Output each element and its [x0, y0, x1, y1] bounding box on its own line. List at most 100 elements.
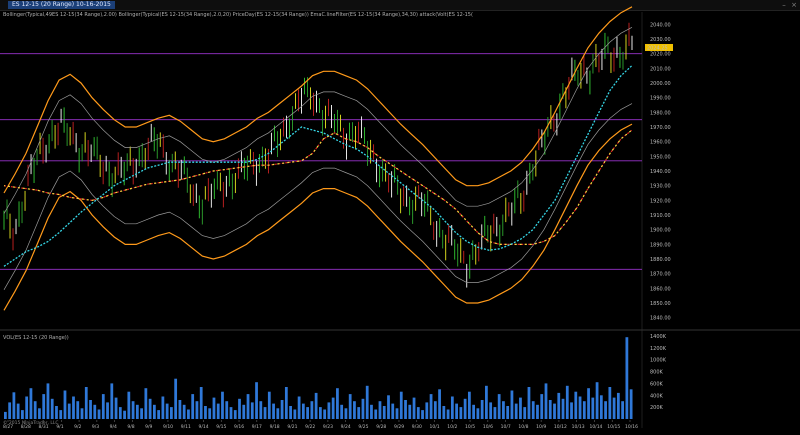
- price-tick-label: 2010.00: [650, 66, 671, 72]
- price-grid: [0, 12, 800, 428]
- time-tick-label: 9/17: [252, 424, 262, 430]
- time-tick-label: 9/29: [394, 424, 404, 430]
- volume-bar: [365, 385, 369, 419]
- volume-bar: [523, 407, 527, 419]
- time-tick-label: 9/4: [110, 424, 117, 430]
- time-tick-label: 10/14: [589, 424, 602, 430]
- volume-bar: [429, 394, 433, 419]
- volume-bar: [250, 402, 254, 419]
- volume-panel-label: VOL(ES 12-15 (20 Range)): [3, 335, 69, 341]
- volume-bar: [263, 407, 267, 419]
- volume-bar: [476, 408, 480, 419]
- current-price-marker: [645, 43, 673, 51]
- volume-bar: [327, 402, 331, 419]
- volume-bar: [612, 397, 616, 419]
- upper-inner-band: [3, 26, 633, 214]
- red-dotted-ma: [3, 129, 633, 245]
- volume-bar: [114, 397, 118, 419]
- time-tick-label: 10/7: [501, 424, 511, 430]
- volume-bar: [319, 407, 322, 419]
- time-tick-label: 9/21: [287, 424, 297, 430]
- volume-bar: [50, 398, 54, 419]
- price-tick-label: 1930.00: [650, 184, 671, 190]
- time-tick-label: 9/24: [341, 424, 351, 430]
- volume-bar: [455, 403, 458, 419]
- volume-bar: [195, 401, 199, 419]
- time-tick-label: 9/23: [323, 424, 333, 430]
- volume-bar: [267, 391, 271, 419]
- volume-bar: [144, 388, 148, 419]
- volume-bar: [301, 403, 305, 419]
- volume-bar: [604, 401, 607, 419]
- volume-bar: [485, 385, 488, 419]
- time-tick-label: 9/25: [358, 424, 368, 430]
- volume-bar: [229, 407, 233, 419]
- current-price-label: 2024.25: [647, 45, 668, 51]
- volume-bar: [348, 394, 352, 419]
- volume-bar: [574, 391, 578, 419]
- volume-bar: [540, 394, 544, 419]
- window-title[interactable]: ES 12-15 (20 Range) 10-16-2015: [8, 1, 115, 9]
- volume-tick-label: 400K: [650, 393, 664, 399]
- volume-bar: [157, 410, 161, 419]
- volume-bar: [293, 409, 297, 419]
- time-tick-label: 10/9: [536, 424, 546, 430]
- volume-bar: [46, 383, 50, 419]
- volume-bar: [595, 382, 599, 419]
- minimize-icon[interactable]: –: [782, 1, 786, 9]
- volume-bar: [72, 396, 75, 419]
- close-icon[interactable]: ×: [791, 1, 797, 9]
- volume-bar: [565, 385, 569, 419]
- cyan-dotted-ma: [3, 65, 633, 267]
- volume-axis: 1400K 1200K 1000K 800K 600K 400K 200K: [650, 334, 667, 411]
- time-axis: 8/27 8/28 8/31 9/1 9/2 9/3 9/4 9/8 9/9 9/10 9/11 9/…: [3, 420, 638, 430]
- price-tick-label: 1880.00: [650, 257, 671, 263]
- time-tick-label: 9/16: [234, 424, 244, 430]
- volume-bar: [591, 397, 595, 419]
- volume-bar: [170, 407, 173, 419]
- volume-bar: [459, 407, 463, 419]
- price-tick-label: 1920.00: [650, 198, 671, 204]
- volume-bar: [80, 408, 84, 419]
- upper-outer-band: [3, 6, 633, 194]
- volume-bar: [497, 394, 501, 419]
- time-tick-label: 10/12: [554, 424, 567, 430]
- time-tick-label: 8/31: [39, 424, 49, 430]
- volume-bar: [425, 402, 429, 419]
- volume-bar: [361, 398, 365, 419]
- volume-bar: [387, 395, 390, 419]
- volume-bar: [412, 397, 416, 419]
- horizontal-lines: [0, 53, 642, 270]
- volume-bar: [97, 409, 101, 419]
- volume-bar: [59, 410, 63, 419]
- volume-bar: [625, 337, 629, 419]
- volume-bar: [527, 387, 531, 419]
- price-tick-label: 2000.00: [650, 81, 671, 87]
- volume-bar: [12, 392, 16, 419]
- volume-bar: [297, 396, 301, 419]
- volume-bar: [127, 391, 131, 419]
- volume-bar: [314, 392, 318, 419]
- time-tick-label: 9/11: [181, 424, 191, 430]
- volume-bar: [382, 406, 386, 419]
- time-tick-label: 9/10: [163, 424, 173, 430]
- time-tick-label: 10/2: [447, 424, 457, 430]
- volume-bar: [553, 403, 556, 419]
- time-tick-label: 10/13: [572, 424, 585, 430]
- volume-tick-label: 200K: [650, 405, 664, 411]
- volume-bar: [331, 397, 335, 419]
- volume-bar: [502, 401, 505, 419]
- volume-bar: [191, 394, 195, 419]
- volume-bar: [118, 407, 122, 419]
- time-tick-label: 8/27: [3, 424, 13, 430]
- price-tick-label: 1870.00: [650, 272, 671, 278]
- volume-bar: [135, 404, 139, 419]
- price-tick-label: 1970.00: [650, 125, 671, 131]
- volume-bar: [391, 403, 395, 419]
- volume-bar: [536, 404, 539, 419]
- volume-bar: [204, 406, 207, 419]
- volume-bar: [621, 401, 624, 419]
- bollinger-bands: [3, 6, 633, 311]
- time-tick-label: 8/28: [21, 424, 31, 430]
